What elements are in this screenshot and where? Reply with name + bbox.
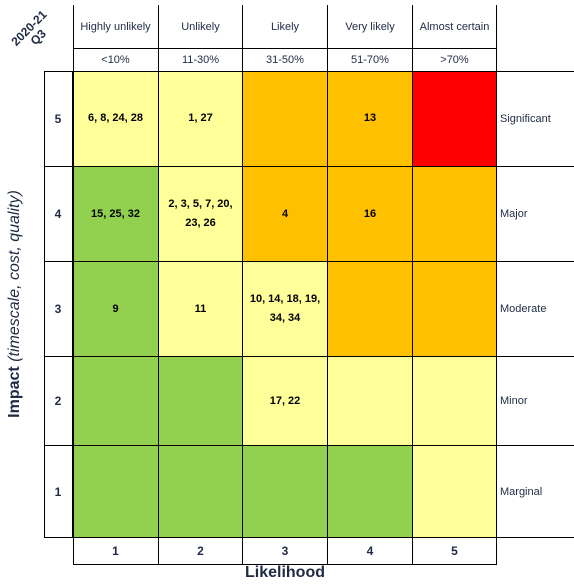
- severity-label-moderate: Moderate: [497, 262, 574, 357]
- severity-label-major: Major: [497, 167, 574, 262]
- risk-cell-impact-2-likelihood-3: 17, 22: [243, 357, 328, 446]
- row-number-left-border: [44, 71, 45, 538]
- likelihood-range-1: <10%: [73, 48, 159, 71]
- risk-cell-impact-4-likelihood-4: 16: [328, 167, 413, 262]
- risk-cell-impact-4-likelihood-5: [413, 167, 497, 262]
- grid-bottom-border: [73, 564, 497, 565]
- risk-cell-impact-5-likelihood-2: 1, 27: [159, 71, 243, 167]
- risk-cell-impact-1-likelihood-5: [413, 446, 497, 538]
- period-label: 2020-21 Q3: [8, 7, 50, 49]
- likelihood-label-2: Unlikely: [159, 5, 243, 48]
- risk-cell-impact-2-likelihood-5: [413, 357, 497, 446]
- likelihood-label-5: Almost certain: [413, 5, 497, 48]
- risk-cell-impact-4-likelihood-1: 15, 25, 32: [73, 167, 159, 262]
- grid-left-border: [73, 5, 74, 564]
- impact-number-4: 4: [44, 167, 73, 262]
- impact-axis-title-main: Impact: [6, 366, 23, 418]
- risk-cell-impact-2-likelihood-2: [159, 357, 243, 446]
- likelihood-range-4: 51-70%: [328, 48, 413, 71]
- risk-cell-impact-2-likelihood-4: [328, 357, 413, 446]
- impact-axis-title: Impact (timescale, cost, quality): [6, 174, 26, 434]
- likelihood-number-5: 5: [413, 538, 497, 564]
- risk-cell-impact-3-likelihood-1: 9: [73, 262, 159, 357]
- impact-number-5: 5: [44, 71, 73, 167]
- grid-top-border: [44, 71, 574, 72]
- severity-label-significant: Significant: [497, 71, 574, 167]
- likelihood-number-1: 1: [73, 538, 159, 564]
- risk-cell-impact-1-likelihood-1: [73, 446, 159, 538]
- impact-number-3: 3: [44, 262, 73, 357]
- risk-cell-impact-2-likelihood-1: [73, 357, 159, 446]
- risk-cell-impact-4-likelihood-2: 2, 3, 5, 7, 20, 23, 26: [159, 167, 243, 262]
- likelihood-label-4: Very likely: [328, 5, 413, 48]
- impact-number-2: 2: [44, 357, 73, 446]
- risk-cell-impact-3-likelihood-2: 11: [159, 262, 243, 357]
- risk-cell-impact-1-likelihood-3: [243, 446, 328, 538]
- likelihood-number-4: 4: [328, 538, 413, 564]
- likelihood-number-2: 2: [159, 538, 243, 564]
- impact-axis-subtitle: (timescale, cost, quality): [6, 190, 23, 362]
- risk-cell-impact-1-likelihood-2: [159, 446, 243, 538]
- likelihood-range-2: 11-30%: [159, 48, 243, 71]
- risk-cell-impact-5-likelihood-3: [243, 71, 328, 167]
- severity-label-minor: Minor: [497, 357, 574, 446]
- risk-cell-impact-4-likelihood-3: 4: [243, 167, 328, 262]
- likelihood-number-3: 3: [243, 538, 328, 564]
- risk-cell-impact-3-likelihood-5: [413, 262, 497, 357]
- risk-cell-impact-3-likelihood-3: 10, 14, 18, 19, 34, 34: [243, 262, 328, 357]
- risk-cell-impact-5-likelihood-5: [413, 71, 497, 167]
- risk-cell-impact-5-likelihood-4: 13: [328, 71, 413, 167]
- likelihood-axis-title: Likelihood: [245, 564, 325, 581]
- likelihood-label-1: Highly unlikely: [73, 5, 159, 48]
- risk-cell-impact-5-likelihood-1: 6, 8, 24, 28: [73, 71, 159, 167]
- impact-number-1: 1: [44, 446, 73, 538]
- risk-cell-impact-3-likelihood-4: [328, 262, 413, 357]
- likelihood-range-3: 31-50%: [243, 48, 328, 71]
- risk-cell-impact-1-likelihood-4: [328, 446, 413, 538]
- likelihood-label-3: Likely: [243, 5, 328, 48]
- severity-label-marginal: Marginal: [497, 446, 574, 538]
- likelihood-range-5: >70%: [413, 48, 497, 71]
